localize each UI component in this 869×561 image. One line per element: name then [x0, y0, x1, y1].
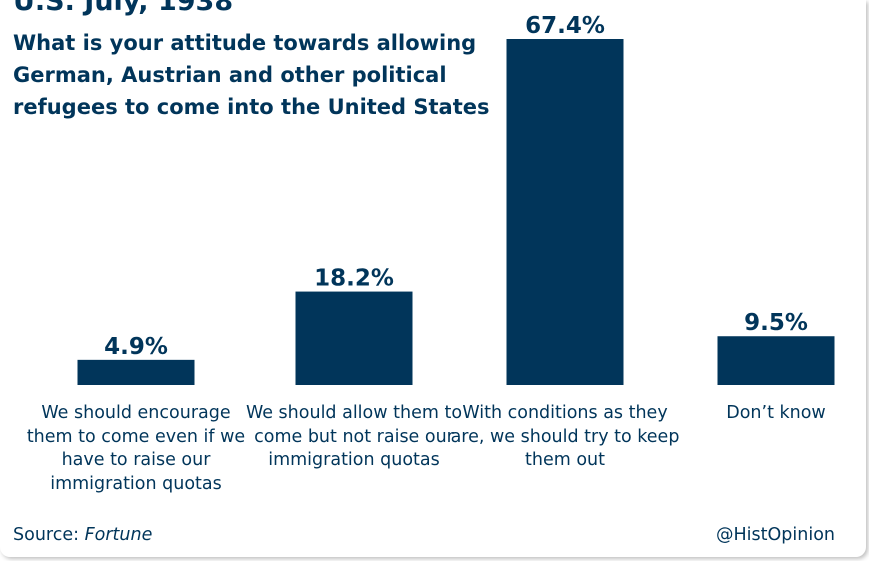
chart-subtitle: What is your attitude towards allowing G…	[13, 31, 490, 119]
category-label-allow: We should allow them to come but not rai…	[245, 403, 463, 471]
source-note: Source: Fortune	[13, 525, 152, 545]
source-prefix: Source:	[13, 525, 80, 545]
category-label-dont-know: Don’t know	[726, 403, 826, 423]
value-label-allow: 18.2%	[314, 266, 394, 292]
value-label-encourage: 4.9%	[104, 334, 168, 360]
author-handle: @HistOpinion	[716, 525, 835, 545]
bar-chart: 4.9% 18.2% 67.4% 9.5%	[77, 13, 835, 385]
category-label-encourage: We should encourage them to come even if…	[26, 403, 246, 494]
bar-allow	[295, 291, 413, 385]
bar-keep-out	[506, 39, 624, 385]
value-label-keep-out: 67.4%	[525, 13, 605, 39]
chart-heading: U.S. July, 1938	[13, 0, 234, 17]
category-label-keep-out: With conditions as they are, we should t…	[450, 403, 680, 471]
bar-dont-know	[717, 336, 835, 385]
source-name: Fortune	[84, 525, 153, 545]
value-label-dont-know: 9.5%	[744, 310, 808, 336]
bar-encourage	[77, 359, 195, 385]
